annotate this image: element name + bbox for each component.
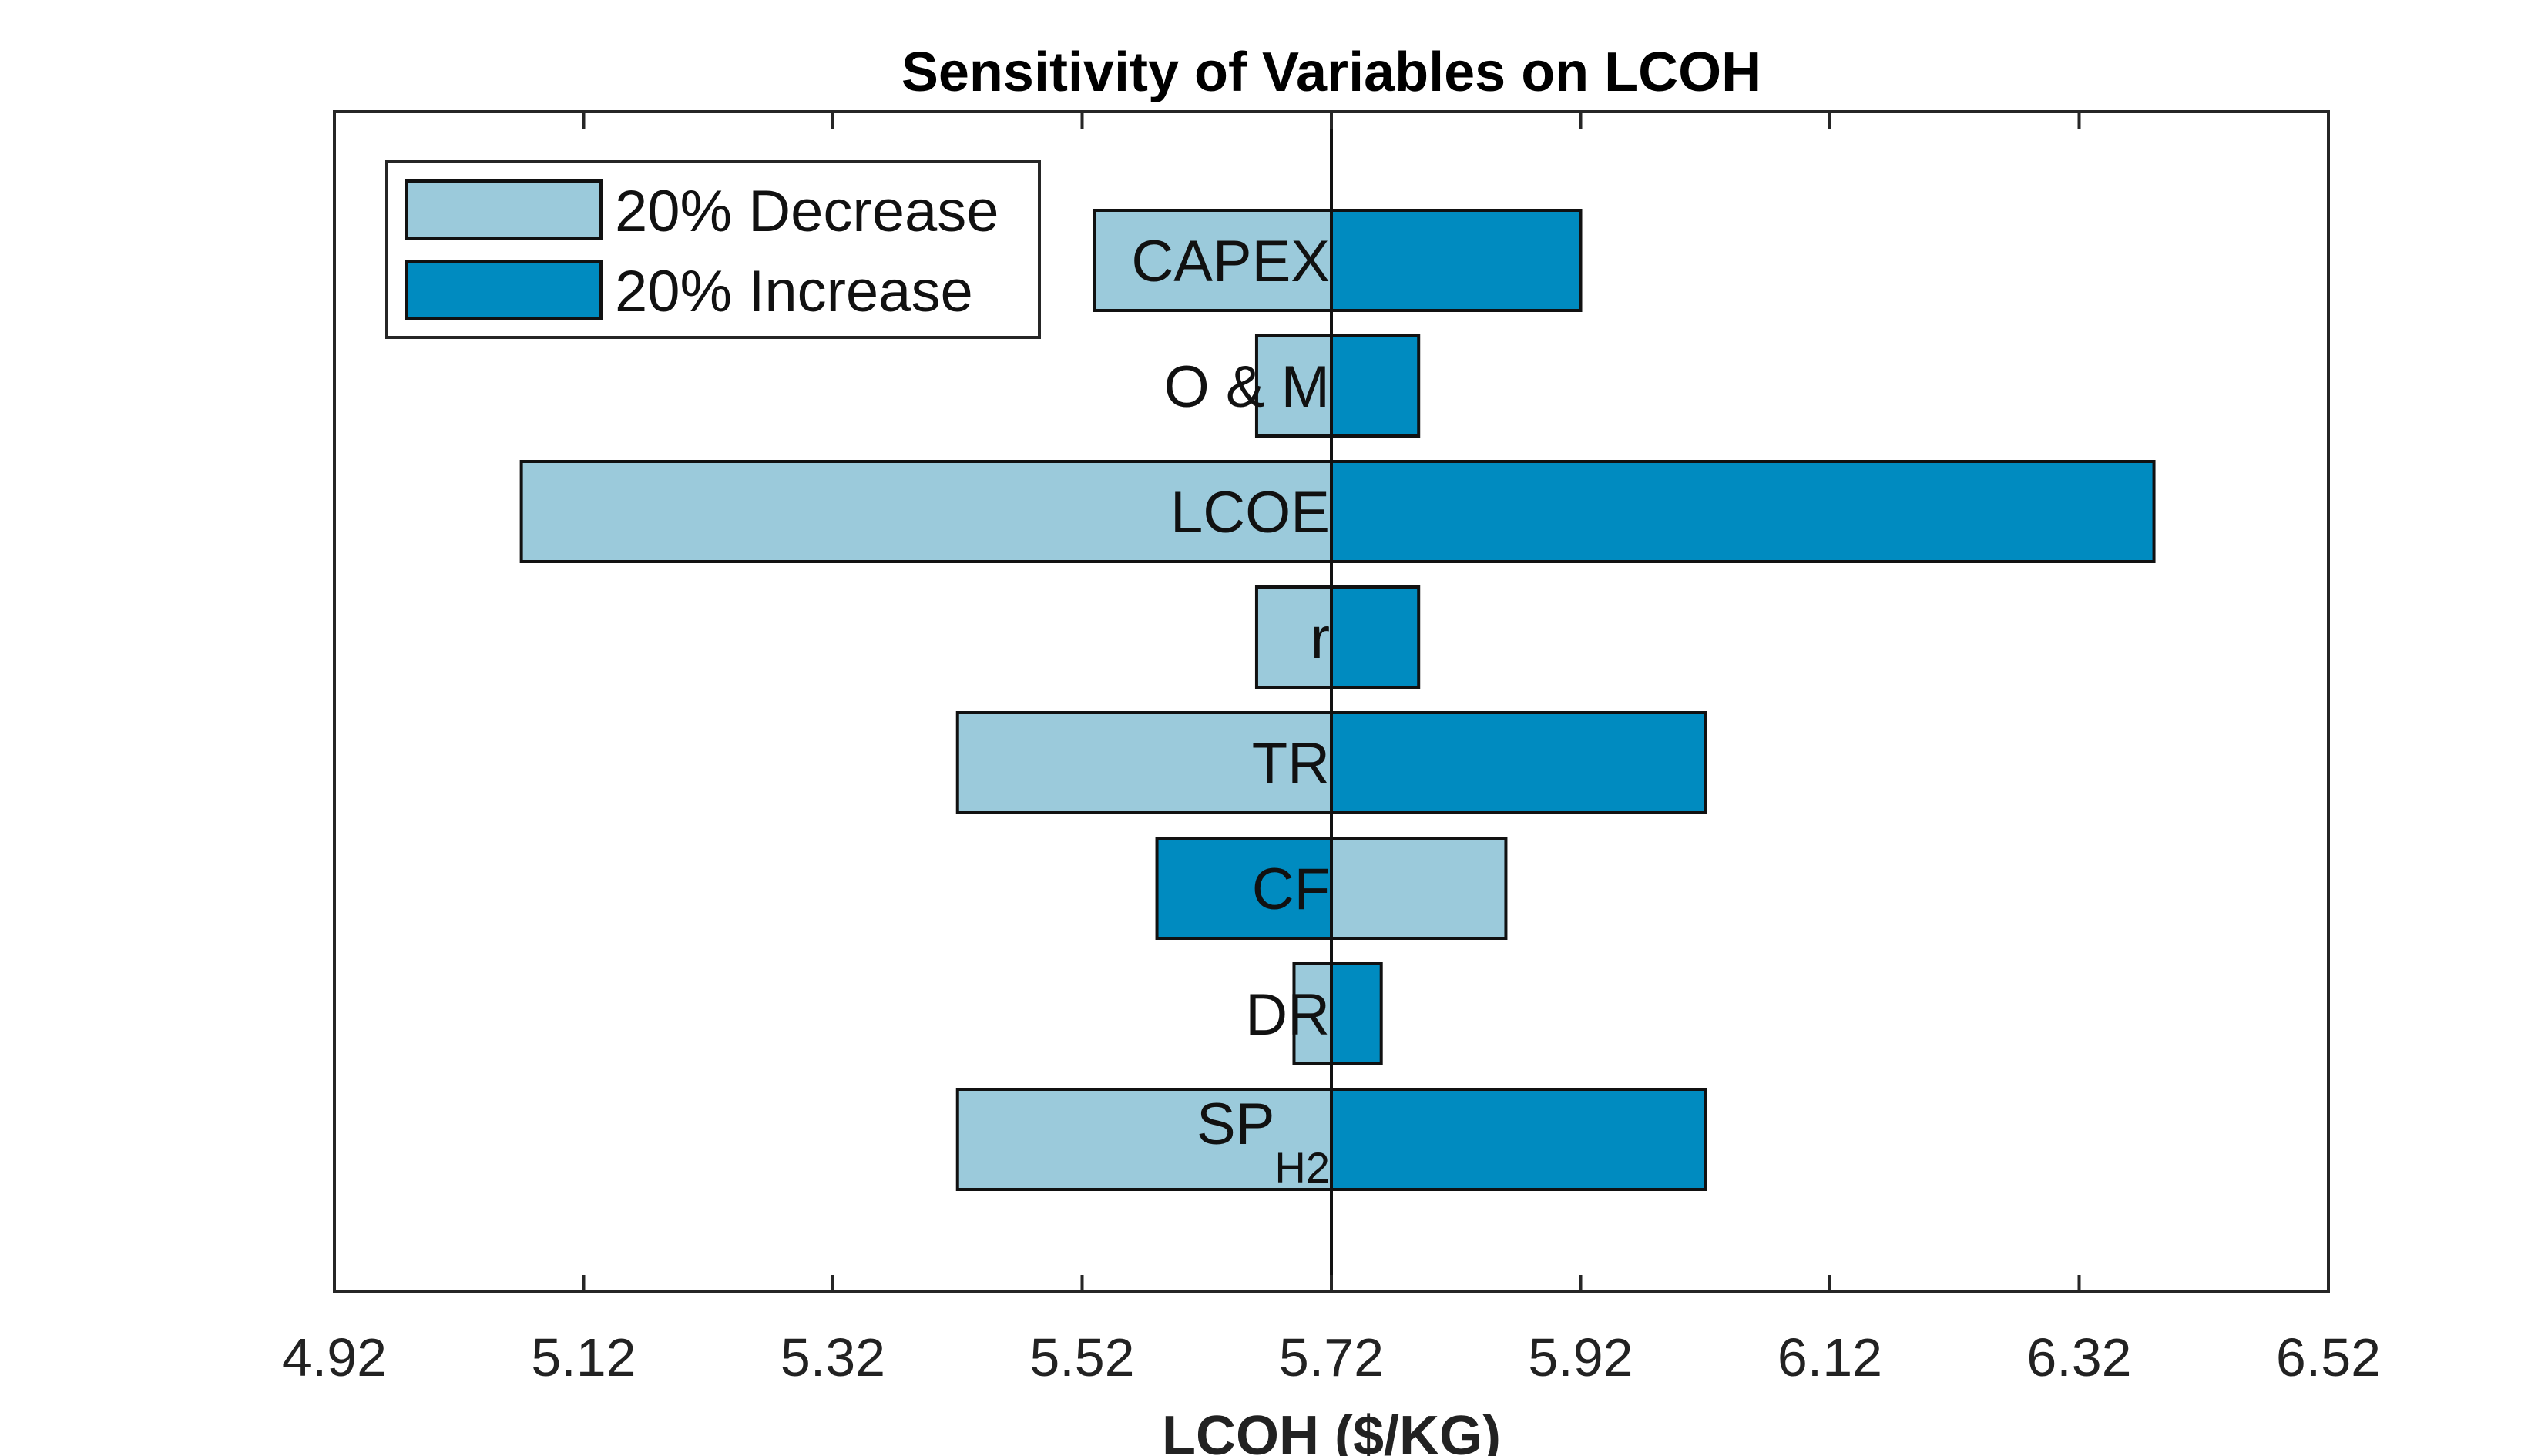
x-axis-ticks: 4.92 5.12 5.32 5.52 5.72 5.92 6.12 6.32 6.52: [282, 112, 2381, 1387]
bar-increase-lcoe: [1330, 460, 2156, 563]
x-axis-label: LCOH ($/KG): [1162, 1405, 1501, 1456]
bar-decrease-tr: [955, 711, 1333, 814]
bar-increase-r: [1330, 585, 1421, 689]
bar-increase-sph2: [1330, 1088, 1707, 1191]
bar-category-label-r: r: [1311, 606, 1330, 671]
bar-category-label-lcoe: LCOE: [1170, 480, 1330, 545]
bar-decrease-capex: [1093, 209, 1334, 312]
bar-category-label-o-m: O & M: [1164, 354, 1330, 420]
legend-label-increase: 20% Increase: [615, 259, 973, 324]
x-tick-label: 5.12: [531, 1327, 636, 1387]
x-tick-label: 5.72: [1279, 1327, 1384, 1387]
bar-decrease-o-m: [1254, 334, 1333, 438]
bar-category-label-cf: CF: [1252, 857, 1330, 922]
bar-category-label-capex: CAPEX: [1131, 229, 1330, 294]
bar-labels-layer: CAPEX O & M LCOE r TR CF DR SPH2: [1131, 229, 1330, 1192]
bar-category-label-subscript: H2: [1274, 1143, 1330, 1192]
bar-increase-tr: [1330, 711, 1707, 814]
bar-decrease-sph2: [955, 1088, 1333, 1191]
chart-title: Sensitivity of Variables on LCOH: [901, 42, 1761, 103]
x-tick-label: 5.32: [781, 1327, 885, 1387]
bars-layer: [519, 209, 2156, 1191]
bar-decrease-lcoe: [519, 460, 1333, 563]
bar-category-label-dr: DR: [1245, 982, 1330, 1048]
bar-category-label-sph2: SPH2: [1197, 1092, 1330, 1192]
bar-increase-capex: [1330, 209, 1583, 312]
bar-decrease-cf: [1330, 837, 1508, 940]
x-tick-label: 5.52: [1029, 1327, 1134, 1387]
legend-swatch-increase: [405, 260, 603, 320]
legend: 20% Decrease 20% Increase: [385, 160, 1041, 339]
bar-category-label-tr: TR: [1252, 731, 1330, 797]
x-tick-label: 6.32: [2026, 1327, 2131, 1387]
bar-category-label-main: SP: [1197, 1092, 1274, 1157]
x-tick-label: 6.12: [1778, 1327, 1882, 1387]
legend-swatch-decrease: [405, 179, 603, 240]
x-tick-label: 4.92: [282, 1327, 387, 1387]
x-tick-label: 5.92: [1528, 1327, 1633, 1387]
bar-decrease-dr: [1292, 962, 1333, 1065]
bar-increase-cf: [1155, 837, 1334, 940]
bar-increase-o-m: [1330, 334, 1421, 438]
bar-increase-dr: [1330, 962, 1383, 1065]
legend-label-decrease: 20% Decrease: [615, 179, 999, 244]
x-tick-label: 6.52: [2276, 1327, 2381, 1387]
